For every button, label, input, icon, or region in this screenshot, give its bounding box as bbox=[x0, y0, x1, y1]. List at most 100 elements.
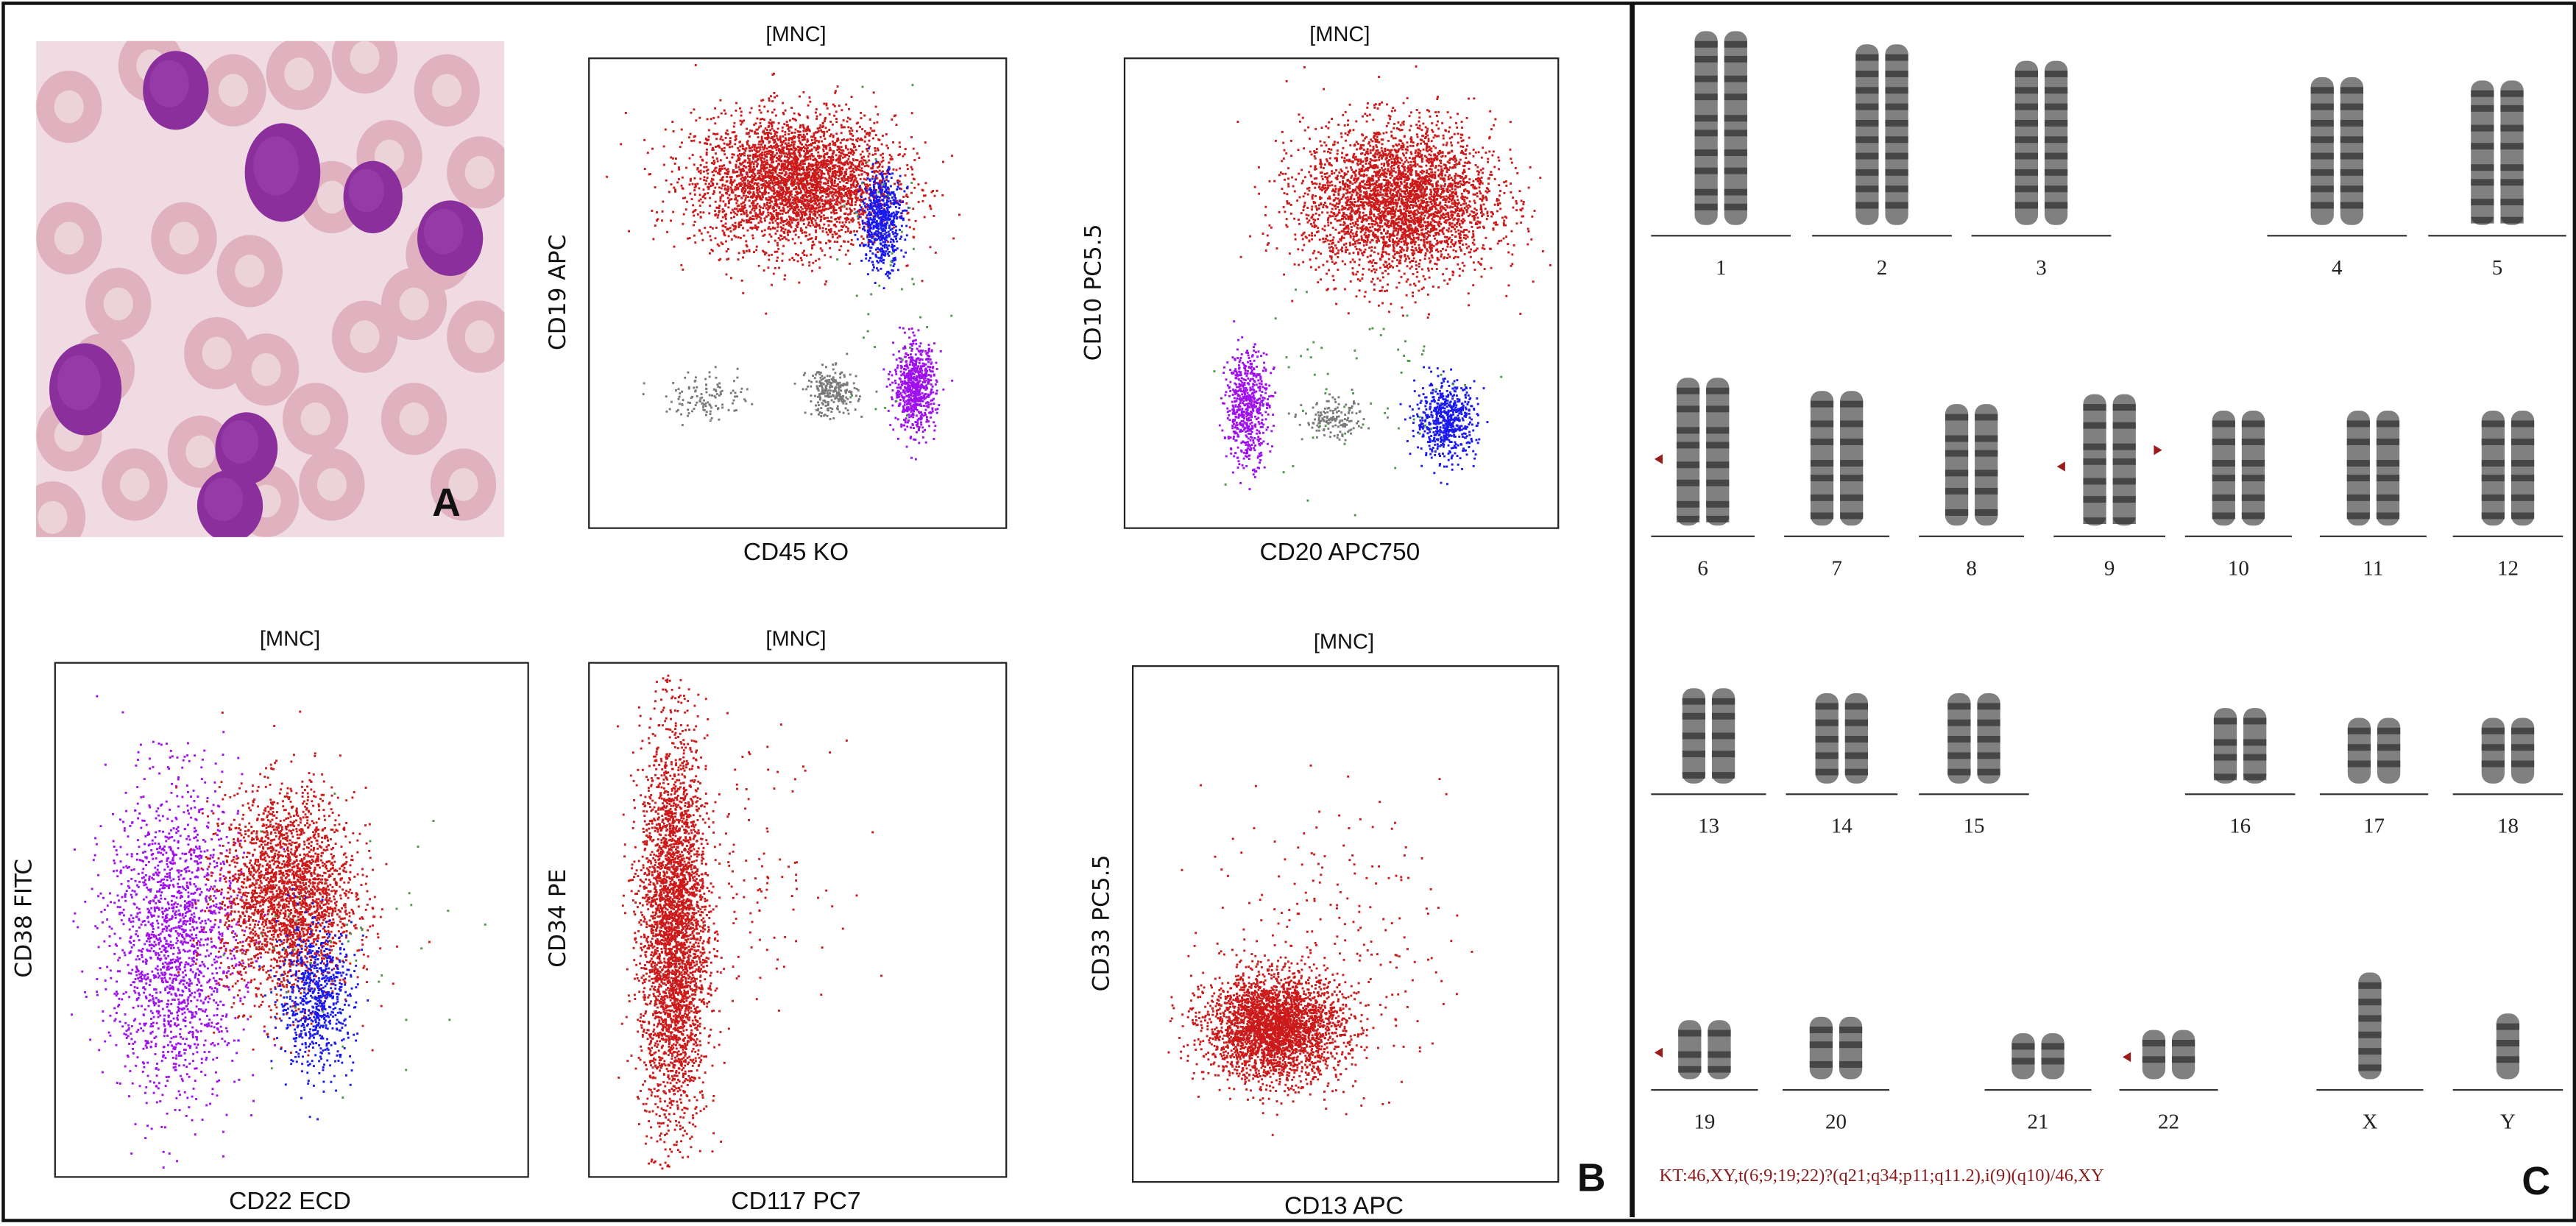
event-dot bbox=[804, 194, 807, 196]
event-dot bbox=[775, 211, 778, 214]
event-dot bbox=[834, 233, 837, 235]
event-dot bbox=[759, 169, 762, 171]
event-dot bbox=[810, 199, 812, 202]
event-dot bbox=[815, 385, 818, 388]
event-dot bbox=[827, 156, 830, 159]
event-dot bbox=[707, 192, 710, 195]
event-dot bbox=[749, 227, 752, 229]
event-dot bbox=[898, 180, 901, 183]
event-dot bbox=[854, 165, 857, 168]
event-dot bbox=[705, 138, 708, 141]
event-dot bbox=[688, 237, 691, 240]
event-dot bbox=[858, 210, 861, 213]
event-dot bbox=[868, 234, 871, 236]
event-dot bbox=[863, 155, 866, 158]
event-dot bbox=[806, 169, 809, 171]
event-dot bbox=[718, 210, 721, 212]
event-dot bbox=[769, 196, 772, 199]
event-dot bbox=[874, 248, 877, 251]
event-dot bbox=[898, 350, 901, 353]
event-dot bbox=[771, 283, 774, 286]
event-dot bbox=[876, 233, 879, 235]
event-dot bbox=[814, 238, 817, 241]
event-dot bbox=[882, 218, 885, 221]
event-dot bbox=[879, 259, 882, 262]
event-dot bbox=[698, 187, 701, 190]
event-dot bbox=[699, 177, 702, 180]
event-dot bbox=[806, 138, 809, 141]
event-dot bbox=[851, 217, 854, 220]
event-dot bbox=[872, 183, 875, 186]
event-dot bbox=[741, 145, 744, 148]
event-dot bbox=[868, 196, 871, 199]
event-dot bbox=[743, 183, 746, 186]
event-dot bbox=[896, 396, 899, 399]
event-dot bbox=[776, 173, 779, 176]
event-dot bbox=[724, 204, 727, 207]
event-dot bbox=[902, 397, 905, 400]
event-dot bbox=[832, 170, 835, 173]
event-dot bbox=[802, 125, 805, 128]
event-dot bbox=[898, 207, 901, 210]
event-dot bbox=[756, 202, 759, 205]
event-dot bbox=[698, 141, 701, 143]
event-dot bbox=[837, 391, 840, 394]
event-dot bbox=[832, 142, 835, 145]
event-dot bbox=[790, 161, 793, 164]
event-dot bbox=[833, 241, 836, 243]
event-dot bbox=[863, 222, 866, 224]
event-dot bbox=[772, 160, 775, 163]
event-dot bbox=[811, 183, 814, 185]
event-dot bbox=[807, 128, 810, 131]
event-dot bbox=[917, 400, 920, 403]
event-dot bbox=[760, 99, 763, 102]
event-dot bbox=[903, 153, 906, 156]
event-dot bbox=[835, 121, 838, 124]
event-dot bbox=[740, 183, 743, 186]
event-dot bbox=[871, 163, 874, 166]
event-dot bbox=[726, 129, 729, 132]
event-dot bbox=[756, 188, 759, 191]
event-dot bbox=[778, 191, 781, 194]
event-dot bbox=[787, 211, 790, 213]
event-dot bbox=[831, 123, 834, 126]
event-dot bbox=[776, 176, 778, 179]
event-dot bbox=[891, 202, 894, 205]
event-dot bbox=[782, 169, 785, 172]
event-dot bbox=[931, 410, 934, 413]
event-dot bbox=[899, 216, 902, 219]
event-dot bbox=[741, 187, 744, 189]
event-dot bbox=[874, 205, 877, 208]
event-dot bbox=[838, 190, 841, 193]
event-dot bbox=[770, 200, 773, 203]
event-dot bbox=[735, 235, 737, 238]
event-dot bbox=[704, 138, 707, 140]
event-dot bbox=[715, 145, 717, 148]
event-dot bbox=[820, 385, 823, 388]
event-dot bbox=[718, 173, 721, 176]
event-dot bbox=[795, 191, 798, 194]
event-dot bbox=[694, 208, 697, 211]
event-dot bbox=[753, 124, 756, 126]
event-dot bbox=[807, 116, 810, 119]
event-dot bbox=[905, 394, 908, 397]
event-dot bbox=[774, 133, 776, 135]
event-dot bbox=[882, 170, 884, 173]
event-dot bbox=[775, 149, 778, 152]
event-dot bbox=[756, 228, 759, 231]
event-dot bbox=[910, 411, 913, 413]
population-red bbox=[606, 64, 960, 315]
event-dot bbox=[810, 148, 813, 151]
event-dot bbox=[842, 399, 845, 402]
event-dot bbox=[674, 188, 676, 191]
event-dot bbox=[788, 209, 790, 212]
event-dot bbox=[818, 227, 821, 230]
event-dot bbox=[935, 411, 938, 414]
event-dot bbox=[863, 114, 866, 117]
event-dot bbox=[838, 395, 841, 398]
event-dot bbox=[889, 215, 892, 218]
event-dot bbox=[862, 213, 865, 216]
event-dot bbox=[822, 188, 825, 191]
event-dot bbox=[828, 113, 831, 116]
event-dot bbox=[816, 196, 819, 199]
